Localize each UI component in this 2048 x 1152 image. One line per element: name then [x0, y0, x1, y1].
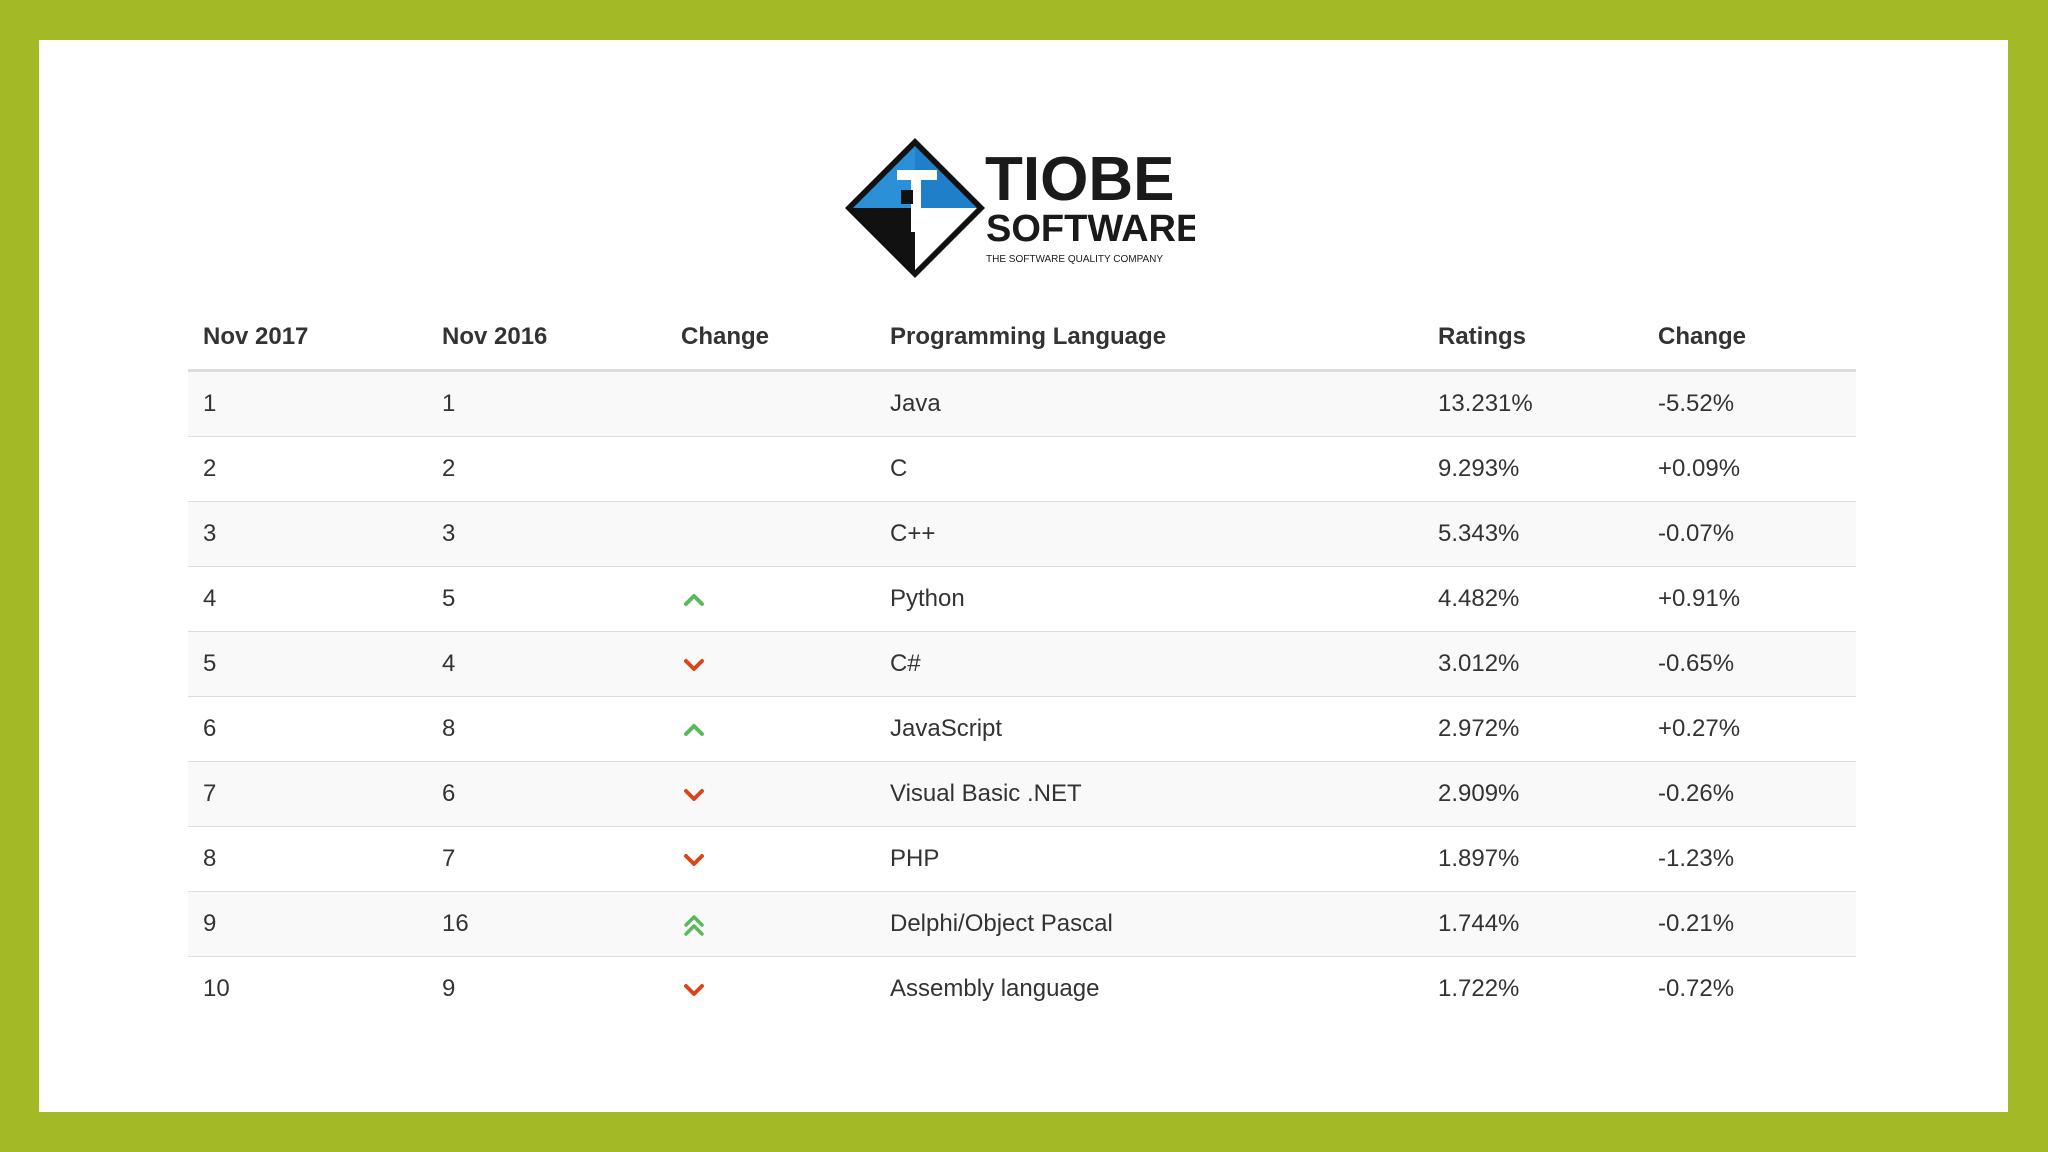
- cell-nov-2017: 5: [188, 631, 427, 697]
- double-arrow-up-icon: [681, 912, 707, 938]
- cell-language: Java: [875, 370, 1423, 437]
- table-row: 1 1 Java 13.231% -5.52%: [188, 370, 1856, 437]
- cell-language: Python: [875, 566, 1423, 632]
- cell-language: Delphi/Object Pascal: [875, 891, 1423, 957]
- cell-nov-2016: 4: [427, 631, 666, 697]
- cell-rating: 13.231%: [1423, 370, 1643, 437]
- arrow-down-icon: [684, 853, 704, 866]
- arrow-down-icon: [681, 847, 707, 873]
- arrow-up-icon: [681, 587, 707, 613]
- arrow-down-icon: [684, 788, 704, 801]
- table-row: 2 2 C 9.293% +0.09%: [188, 436, 1856, 502]
- cell-rating: 1.897%: [1423, 826, 1643, 892]
- cell-trend: [666, 566, 875, 632]
- arrow-up-icon: [684, 593, 704, 606]
- cell-nov-2017: 10: [188, 956, 427, 1021]
- cell-trend: [666, 696, 875, 762]
- col-header-nov-2016: Nov 2016: [427, 305, 666, 372]
- col-header-nov-2017: Nov 2017: [188, 305, 427, 372]
- cell-nov-2017: 6: [188, 696, 427, 762]
- cell-trend: [666, 761, 875, 827]
- cell-rating: 9.293%: [1423, 436, 1643, 502]
- cell-rating: 5.343%: [1423, 501, 1643, 567]
- svg-text:TIOBE: TIOBE: [985, 145, 1174, 214]
- cell-nov-2016: 8: [427, 696, 666, 762]
- arrow-up-icon: [684, 723, 704, 736]
- cell-trend: [666, 631, 875, 697]
- cell-language: Visual Basic .NET: [875, 761, 1423, 827]
- tiobe-index-table: Nov 2017 Nov 2016 Change Programming Lan…: [188, 305, 1856, 1021]
- cell-nov-2016: 3: [427, 501, 666, 567]
- cell-nov-2016: 2: [427, 436, 666, 502]
- table-row: 7 6 Visual Basic .NET 2.909% -0.26%: [188, 761, 1856, 827]
- cell-rating-change: -0.21%: [1643, 891, 1856, 957]
- cell-trend: [666, 436, 875, 502]
- cell-rating: 1.744%: [1423, 891, 1643, 957]
- cell-rating-change: +0.09%: [1643, 436, 1856, 502]
- cell-nov-2017: 2: [188, 436, 427, 502]
- col-header-language: Programming Language: [875, 305, 1423, 372]
- cell-rating-change: -0.72%: [1643, 956, 1856, 1021]
- arrow-down-icon: [681, 977, 707, 1003]
- cell-language: C: [875, 436, 1423, 502]
- tiobe-emblem-icon: [845, 138, 985, 278]
- arrow-up-icon: [681, 717, 707, 743]
- cell-nov-2016: 9: [427, 956, 666, 1021]
- arrow-down-icon: [684, 983, 704, 996]
- tiobe-logo: TIOBE SOFTWARE THE SOFTWARE QUALITY COMP…: [845, 138, 1195, 278]
- col-header-ratings: Ratings: [1423, 305, 1643, 372]
- arrow-down-icon: [684, 658, 704, 671]
- cell-rating-change: -5.52%: [1643, 370, 1856, 437]
- cell-rating-change: -0.26%: [1643, 761, 1856, 827]
- arrow-down-icon: [681, 652, 707, 678]
- cell-nov-2017: 8: [188, 826, 427, 892]
- cell-trend: [666, 501, 875, 567]
- col-header-rank-change: Change: [666, 305, 875, 372]
- svg-text:SOFTWARE: SOFTWARE: [986, 208, 1195, 250]
- table-row: 4 5 Python 4.482% +0.91%: [188, 566, 1856, 632]
- arrow-down-icon: [681, 782, 707, 808]
- cell-rating-change: +0.91%: [1643, 566, 1856, 632]
- cell-rating-change: -0.07%: [1643, 501, 1856, 567]
- col-header-rating-change: Change: [1643, 305, 1856, 372]
- cell-trend: [666, 370, 875, 437]
- table-row: 3 3 C++ 5.343% -0.07%: [188, 501, 1856, 567]
- cell-nov-2017: 4: [188, 566, 427, 632]
- cell-rating-change: +0.27%: [1643, 696, 1856, 762]
- cell-nov-2017: 1: [188, 370, 427, 437]
- cell-language: PHP: [875, 826, 1423, 892]
- cell-rating: 2.972%: [1423, 696, 1643, 762]
- cell-trend: [666, 891, 875, 957]
- table-row: 6 8 JavaScript 2.972% +0.27%: [188, 696, 1856, 762]
- table-row: 9 16 Delphi/Object Pascal 1.744% -0.21%: [188, 891, 1856, 957]
- cell-nov-2016: 7: [427, 826, 666, 892]
- table-row: 8 7 PHP 1.897% -1.23%: [188, 826, 1856, 892]
- table-body: 1 1 Java 13.231% -5.52% 2 2 C 9.293% +0.09% 3 3 C++ 5…: [188, 370, 1856, 1021]
- cell-nov-2017: 9: [188, 891, 427, 957]
- double-arrow-up-icon: [684, 914, 704, 936]
- cell-nov-2016: 5: [427, 566, 666, 632]
- svg-text:THE SOFTWARE QUALITY COMPANY: THE SOFTWARE QUALITY COMPANY: [986, 254, 1163, 265]
- cell-rating: 1.722%: [1423, 956, 1643, 1021]
- cell-nov-2016: 16: [427, 891, 666, 957]
- cell-language: C++: [875, 501, 1423, 567]
- cell-nov-2017: 7: [188, 761, 427, 827]
- cell-nov-2017: 3: [188, 501, 427, 567]
- cell-trend: [666, 956, 875, 1021]
- cell-language: JavaScript: [875, 696, 1423, 762]
- cell-rating-change: -0.65%: [1643, 631, 1856, 697]
- cell-rating: 2.909%: [1423, 761, 1643, 827]
- cell-language: Assembly language: [875, 956, 1423, 1021]
- cell-rating: 3.012%: [1423, 631, 1643, 697]
- cell-nov-2016: 6: [427, 761, 666, 827]
- cell-rating-change: -1.23%: [1643, 826, 1856, 892]
- cell-rating: 4.482%: [1423, 566, 1643, 632]
- cell-nov-2016: 1: [427, 370, 666, 437]
- cell-language: C#: [875, 631, 1423, 697]
- table-row: 10 9 Assembly language 1.722% -0.72%: [188, 956, 1856, 1021]
- table-row: 5 4 C# 3.012% -0.65%: [188, 631, 1856, 697]
- cell-trend: [666, 826, 875, 892]
- table-header-row: Nov 2017 Nov 2016 Change Programming Lan…: [188, 305, 1856, 372]
